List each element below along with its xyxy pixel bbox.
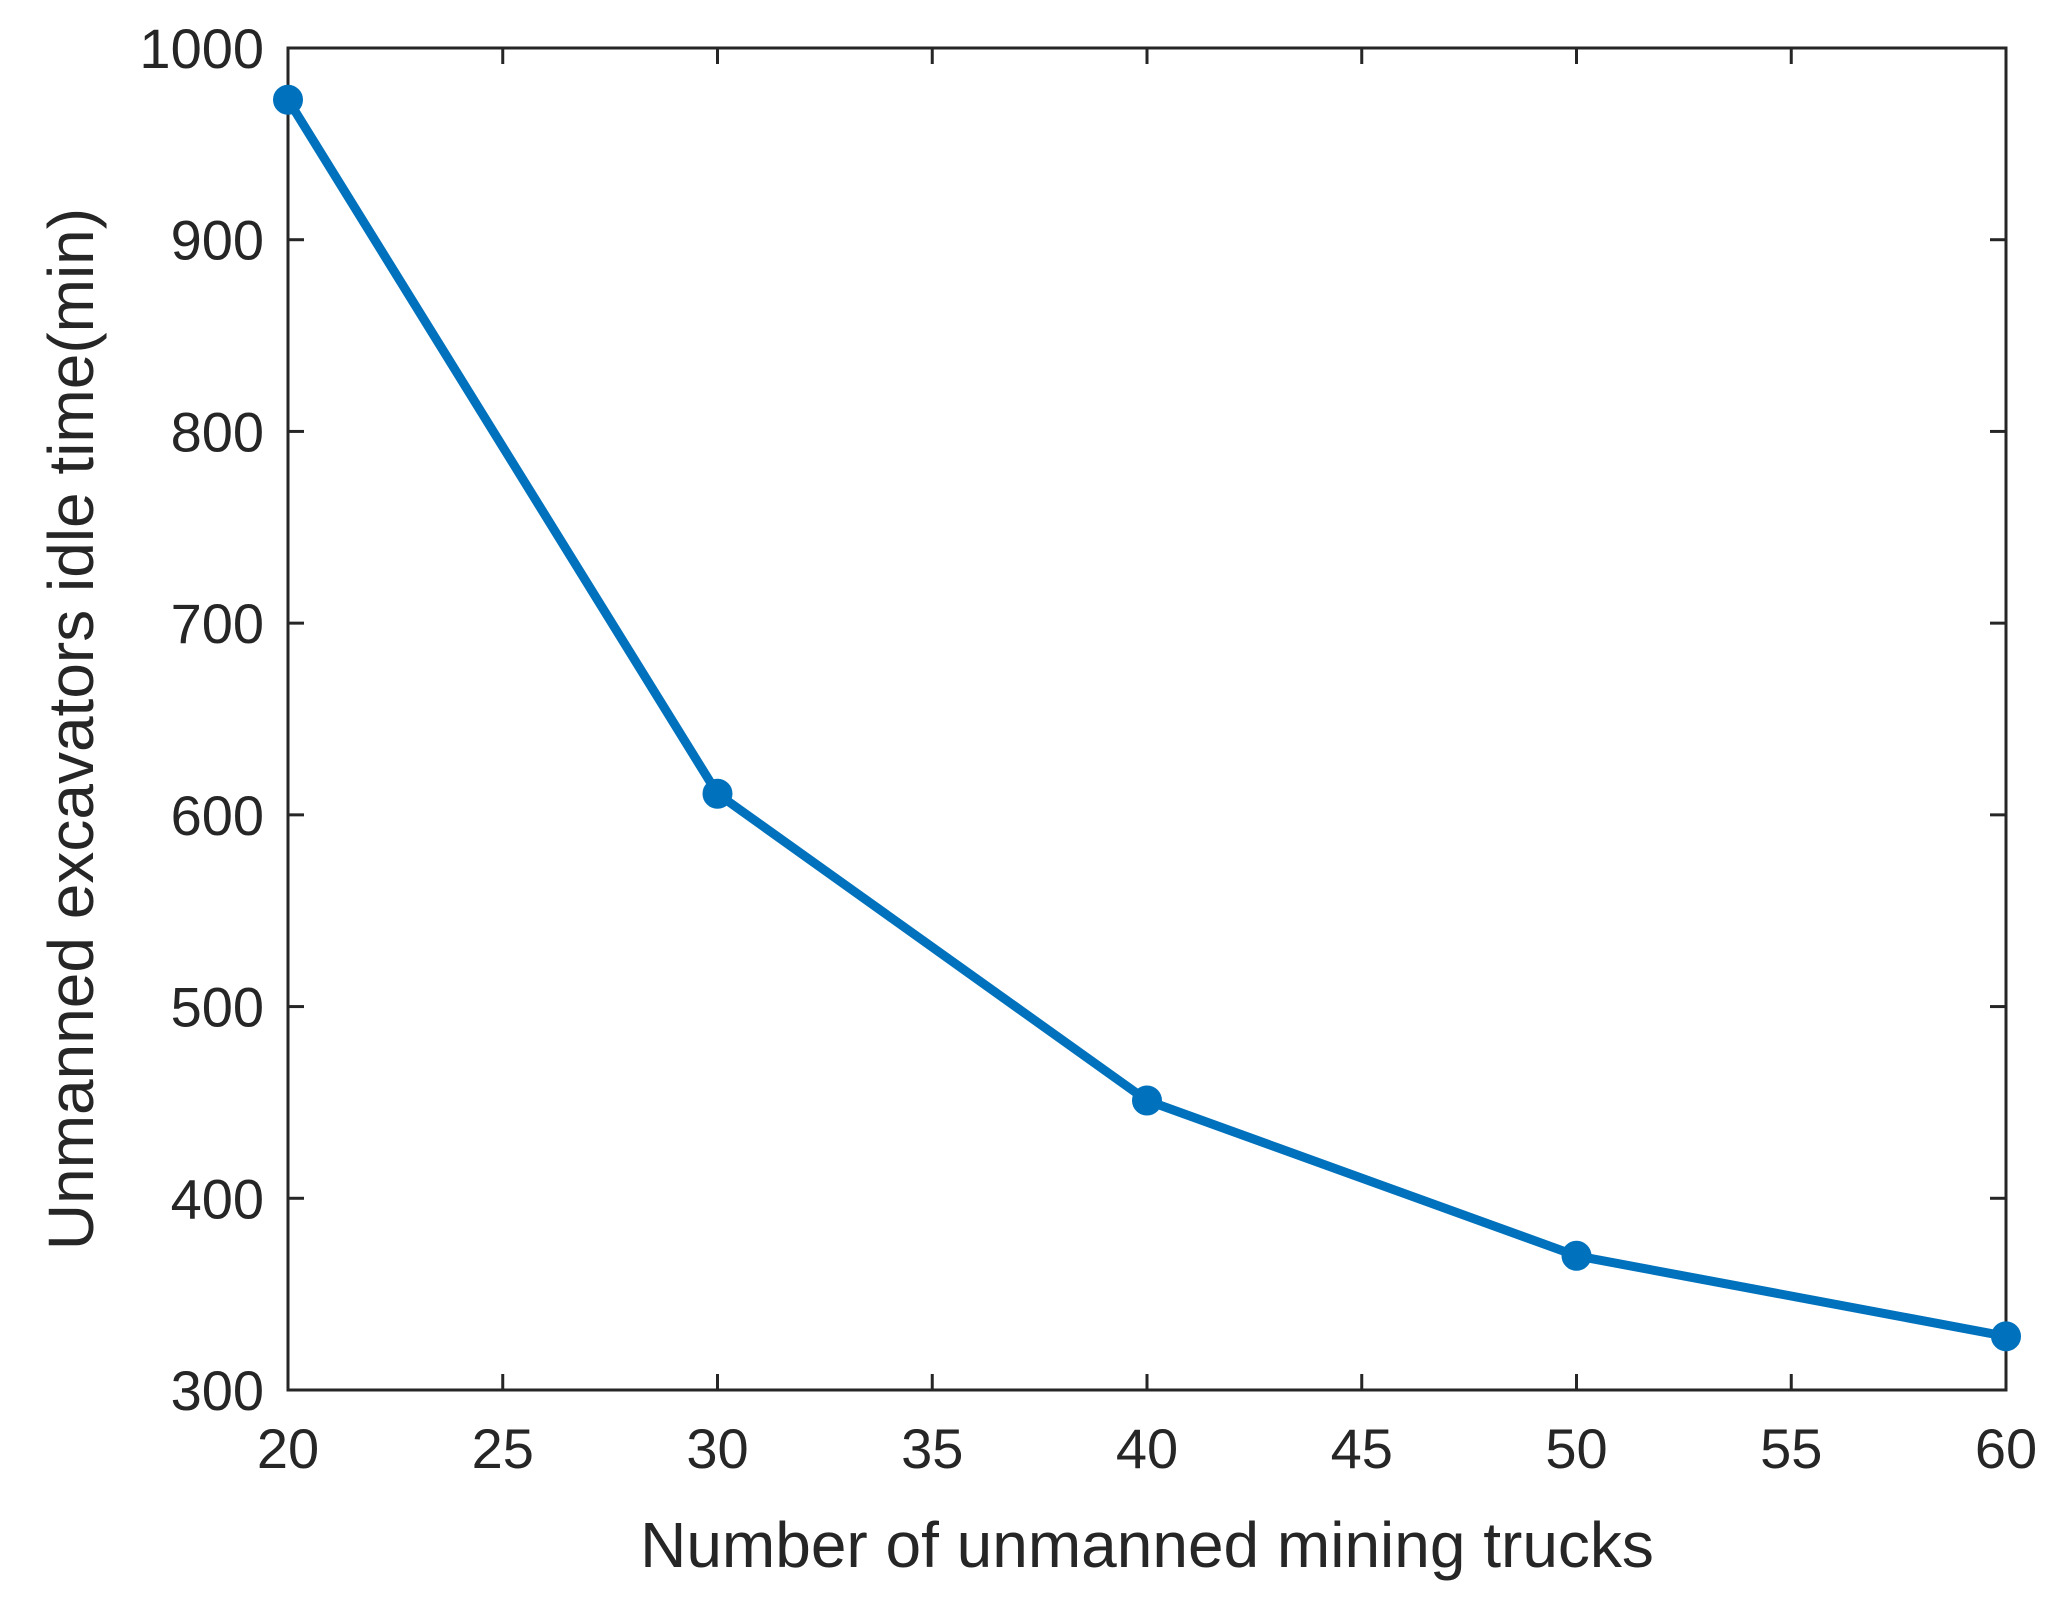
axes-box xyxy=(286,46,2008,1392)
data-point-50 xyxy=(1561,1240,1592,1271)
data-point-30 xyxy=(702,778,733,809)
x-tick-label: 20 xyxy=(257,1417,319,1480)
data-point-60 xyxy=(1991,1321,2021,1352)
x-tick-label: 50 xyxy=(1545,1417,1607,1480)
y-tick-label: 900 xyxy=(171,209,264,272)
y-tick-label: 1000 xyxy=(139,17,264,80)
y-tick-label: 500 xyxy=(171,976,264,1039)
tick-labels: 20 25 30 35 40 45 50 55 60 300 400 500 600 700 800 900 1… xyxy=(139,17,2037,1480)
y-tick-label: 800 xyxy=(171,400,264,463)
data-point-40 xyxy=(1132,1085,1162,1116)
y-tick-label: 600 xyxy=(171,784,264,847)
y-tick-label: 700 xyxy=(171,592,264,655)
x-axis-title: Number of unmanned mining trucks xyxy=(640,1509,1654,1581)
data-point-20 xyxy=(273,84,303,115)
x-tick-label: 45 xyxy=(1331,1417,1393,1480)
x-tick-label: 35 xyxy=(901,1417,963,1480)
x-tick-label: 40 xyxy=(1116,1417,1178,1480)
x-tick-label: 60 xyxy=(1975,1417,2037,1480)
y-tick-label: 400 xyxy=(171,1167,264,1230)
y-tick-label: 300 xyxy=(171,1359,264,1422)
x-tick-label: 25 xyxy=(472,1417,534,1480)
x-tick-label: 55 xyxy=(1760,1417,1822,1480)
y-axis-title: Unmanned excavators idle time(min) xyxy=(35,208,107,1250)
x-tick-label: 30 xyxy=(686,1417,748,1480)
data-series xyxy=(273,84,2021,1352)
plot-area xyxy=(288,48,2006,1390)
